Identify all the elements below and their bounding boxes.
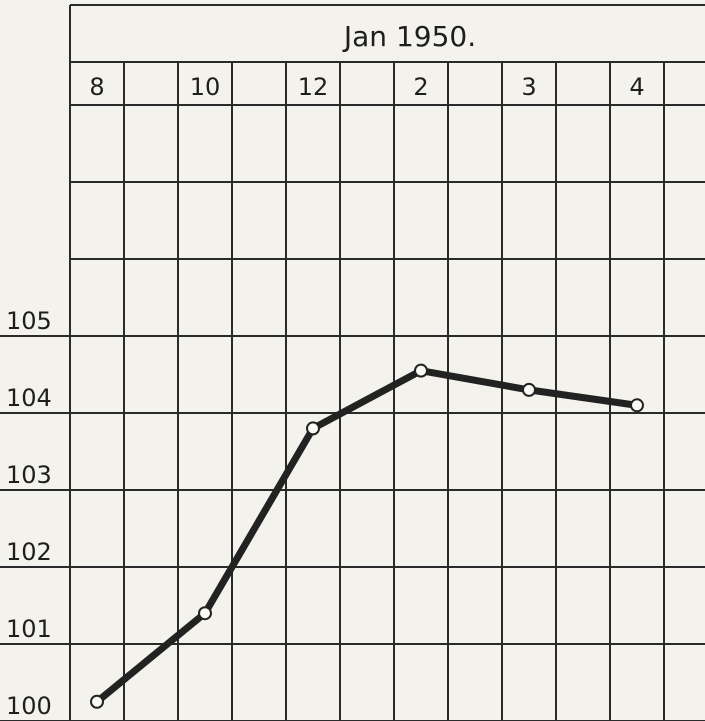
point — [90, 694, 104, 709]
point — [198, 606, 212, 621]
point — [630, 398, 644, 413]
y-tick-label: 101 — [6, 615, 52, 643]
x-tick-label: 10 — [190, 73, 221, 101]
point — [522, 382, 536, 397]
x-tick-label: 8 — [89, 73, 104, 101]
point — [414, 363, 428, 378]
chart-title: Jan 1950. — [342, 20, 476, 53]
y-tick-label: 103 — [6, 461, 52, 489]
y-tick-label: 102 — [6, 538, 52, 566]
x-tick-label: 3 — [521, 73, 536, 101]
x-tick-label: 12 — [298, 73, 329, 101]
x-tick-label: 4 — [629, 73, 644, 101]
x-tick-label: 2 — [413, 73, 428, 101]
y-tick-label: 104 — [6, 384, 52, 412]
y-tick-label: 100 — [6, 692, 52, 720]
point — [306, 421, 320, 436]
line — [94, 367, 638, 705]
y-tick-label: 105 — [6, 307, 52, 335]
